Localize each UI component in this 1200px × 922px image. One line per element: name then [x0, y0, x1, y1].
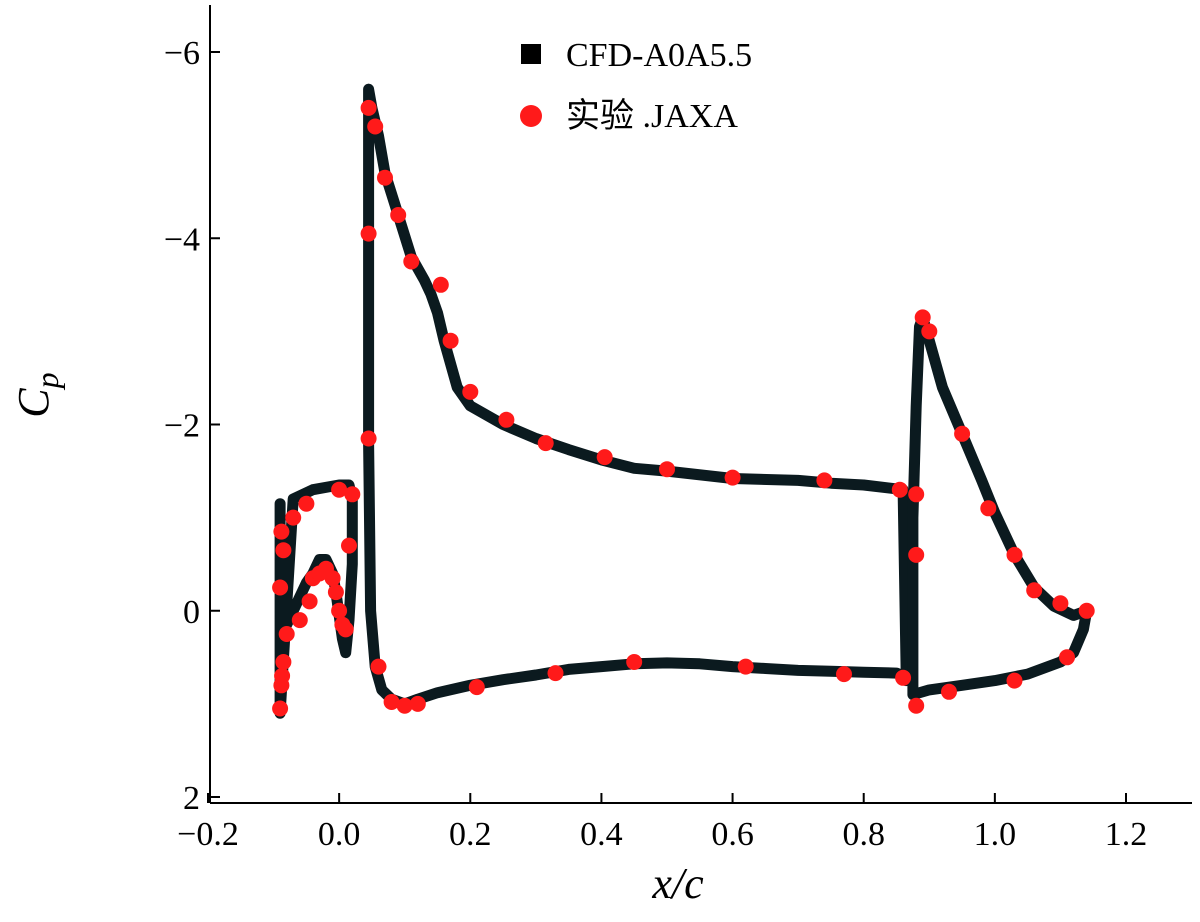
cfd-series: [274, 83, 1093, 719]
x-tick-label: 0.2: [449, 816, 492, 853]
experiment-point: [403, 253, 420, 270]
experiment-point: [383, 694, 400, 710]
experiment-point: [737, 658, 754, 675]
experiment-point: [360, 430, 377, 447]
experiment-point: [908, 697, 925, 714]
legend-label-experiment: 实验 .JAXA: [566, 97, 738, 135]
experiment-point: [954, 425, 971, 442]
x-axis-title: x/c: [651, 859, 704, 908]
experiment-point: [278, 626, 295, 642]
experiment-point: [468, 679, 485, 696]
experiment-point: [291, 612, 308, 629]
experiment-point: [367, 118, 384, 135]
y-axis-title-subscript: p: [29, 372, 65, 390]
experiment-point: [377, 169, 393, 186]
experiment-point: [1059, 649, 1075, 666]
experiment-point: [1052, 595, 1069, 612]
experiment-point: [724, 469, 741, 486]
cfd-line-flap: [907, 311, 1093, 701]
legend-marker-cfd: [521, 44, 541, 64]
y-tick-label: −6: [164, 35, 200, 72]
x-tick-label: 0.4: [580, 816, 623, 853]
experiment-series: [272, 99, 1095, 717]
experiment-point: [344, 486, 361, 503]
axes: −0.2 0.0 0.2 0.4 0.6 0.8 1.0 1.2 −6 −4 −2 0 2: [164, 5, 1192, 853]
experiment-point: [275, 654, 292, 670]
y-tick-label: −2: [164, 408, 200, 445]
experiment-point: [442, 332, 459, 349]
experiment-point: [298, 495, 315, 512]
experiment-point: [432, 276, 449, 293]
experiment-point: [596, 449, 613, 466]
experiment-point: [537, 435, 554, 452]
x-tick-label: 0.6: [711, 816, 754, 853]
experiment-point: [816, 472, 833, 489]
experiment-point: [1078, 602, 1095, 619]
experiment-point: [908, 546, 925, 563]
experiment-point: [891, 481, 908, 498]
experiment-point: [498, 411, 515, 428]
experiment-point: [409, 695, 426, 712]
experiment-point: [1026, 582, 1043, 599]
experiment-point: [327, 584, 344, 601]
y-tick-label: −4: [164, 221, 200, 258]
y-tick-label: 2: [183, 780, 200, 817]
experiment-point: [980, 500, 997, 517]
experiment-point: [360, 99, 377, 116]
experiment-point: [914, 309, 931, 326]
experiment-point: [1006, 672, 1023, 689]
cfd-line-main-element: [363, 83, 912, 710]
experiment-point: [626, 654, 643, 670]
experiment-point: [941, 683, 957, 700]
legend: CFD-A0A5.5 实验 .JAXA: [520, 37, 752, 135]
experiment-point: [921, 323, 938, 340]
experiment-point: [331, 602, 348, 619]
experiment-point: [908, 486, 925, 503]
legend-marker-experiment: [520, 105, 542, 127]
experiment-point: [1006, 546, 1023, 563]
experiment-point: [275, 542, 292, 559]
experiment-point: [370, 658, 387, 675]
experiment-point: [301, 593, 318, 610]
x-tick-label: 1.0: [974, 816, 1017, 853]
experiment-point: [659, 461, 675, 478]
x-tick-label: −0.2: [177, 816, 239, 853]
experiment-point: [285, 509, 302, 526]
experiment-point: [324, 570, 341, 587]
experiment-point: [341, 537, 357, 554]
y-axis-title: Cp: [9, 372, 65, 417]
experiment-point: [836, 666, 852, 683]
experiment-point: [360, 225, 377, 242]
experiment-point: [331, 481, 348, 498]
experiment-point: [396, 697, 413, 714]
legend-label-cfd: CFD-A0A5.5: [566, 37, 752, 74]
y-tick-label: 0: [183, 594, 200, 631]
experiment-point: [272, 579, 289, 596]
experiment-point: [337, 621, 354, 638]
experiment-point: [274, 667, 291, 684]
experiment-point: [272, 700, 289, 717]
experiment-point: [462, 383, 479, 400]
experiment-point: [895, 669, 912, 686]
x-tick-label: 0.0: [318, 816, 361, 853]
experiment-point: [390, 207, 407, 223]
x-tick-label: 0.8: [842, 816, 885, 853]
experiment-point: [547, 665, 564, 682]
x-tick-label: 1.2: [1105, 816, 1148, 853]
experiment-point: [273, 523, 290, 540]
